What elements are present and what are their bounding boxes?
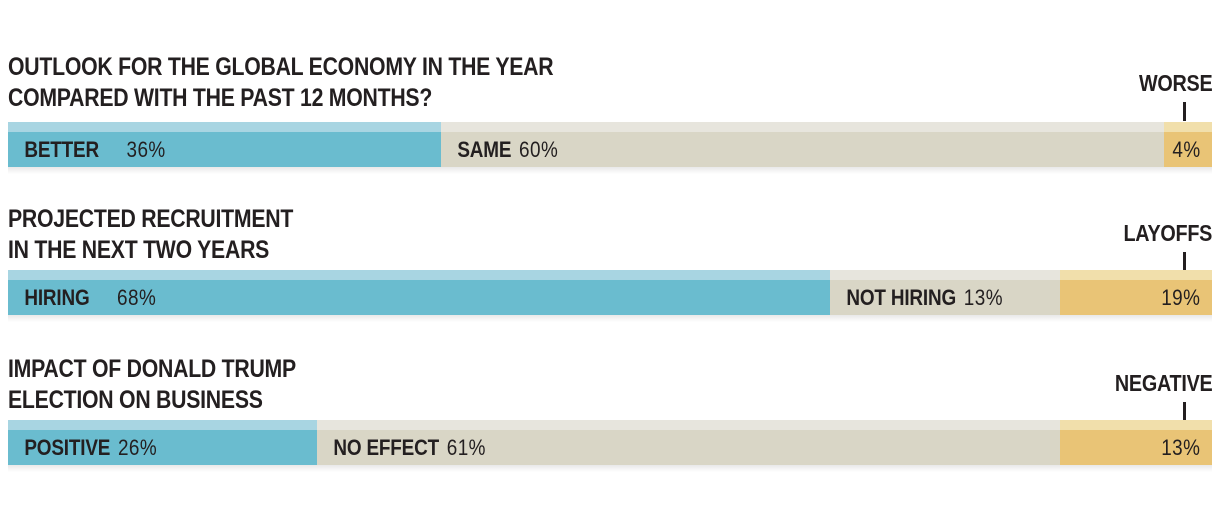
chart2-segment-hiring: HIRING 68% <box>8 270 831 315</box>
segment-value: 13% <box>964 284 1004 310</box>
chart3-segment-positive-text: POSITIVE 26% <box>8 434 158 460</box>
segment-label: NO EFFECT <box>333 434 440 460</box>
segment-value: 13% <box>1161 434 1201 460</box>
chart3-title-line1: IMPACT OF DONALD TRUMP <box>8 355 296 383</box>
chart1-annotation-label: WORSE <box>1138 70 1213 96</box>
chart1-segment-worse: 4% <box>1163 122 1212 167</box>
chart1-title-line1: OUTLOOK FOR THE GLOBAL ECONOMY IN THE YE… <box>8 53 554 81</box>
segment-value: 36% <box>126 136 166 162</box>
chart2-annotation: LAYOFFS <box>1109 222 1212 271</box>
chart3-segment-no-effect: NO EFFECT 61% <box>317 420 1061 465</box>
chart2-segment-not-hiring-text: NOT HIRING 13% <box>830 284 1004 310</box>
segment-label: HIRING <box>24 284 90 310</box>
chart2-segment-layoffs: 19% <box>1060 270 1212 315</box>
chart1-annotation: WORSE <box>1127 72 1212 121</box>
segment-value: 19% <box>1161 284 1201 310</box>
chart1-segment-same: SAME 60% <box>441 122 1164 167</box>
segment-value: 4% <box>1172 136 1201 162</box>
chart2-title-line2: IN THE NEXT TWO YEARS <box>8 236 270 264</box>
segment-value: 61% <box>447 434 487 460</box>
chart2-title-line1: PROJECTED RECRUITMENT <box>8 205 294 233</box>
chart1-segment-better-text: BETTER 36% <box>8 136 166 162</box>
segment-label: SAME <box>457 136 512 162</box>
chart3-annotation: NEGATIVE <box>1099 372 1212 421</box>
chart1-bar: BETTER 36% SAME 60% 4% <box>8 122 1212 174</box>
segment-label: NOT HIRING <box>846 284 957 310</box>
segment-value: 68% <box>117 284 157 310</box>
chart3-annotation-label: NEGATIVE <box>1114 370 1212 396</box>
chart1-title-line2: COMPARED WITH THE PAST 12 MONTHS? <box>8 84 433 112</box>
chart1-segment-worse-text: 4% <box>1172 136 1212 162</box>
chart1-segment-better: BETTER 36% <box>8 122 442 167</box>
chart1-segment-same-text: SAME 60% <box>441 136 559 162</box>
chart3-segment-negative-text: 13% <box>1161 434 1212 460</box>
chart3-segment-no-effect-text: NO EFFECT 61% <box>317 434 487 460</box>
chart2-annotation-label: LAYOFFS <box>1123 220 1212 246</box>
chart3-bar: POSITIVE 26% NO EFFECT 61% 13% <box>8 420 1212 472</box>
chart2-segment-layoffs-text: 19% <box>1161 284 1212 310</box>
segment-value: 26% <box>117 434 158 460</box>
chart2-bar: HIRING 68% NOT HIRING 13% 19% <box>8 270 1212 322</box>
chart2-annotation-tick <box>1183 252 1186 271</box>
chart1-title: OUTLOOK FOR THE GLOBAL ECONOMY IN THE YE… <box>8 52 650 114</box>
chart1-annotation-tick <box>1183 102 1186 121</box>
chart3-title-line2: ELECTION ON BUSINESS <box>8 386 263 414</box>
chart2-segment-not-hiring: NOT HIRING 13% <box>830 270 1061 315</box>
chart3-annotation-tick <box>1183 402 1186 421</box>
chart3-segment-positive: POSITIVE 26% <box>8 420 318 465</box>
segment-value: 60% <box>519 136 559 162</box>
segment-label: POSITIVE <box>24 434 111 460</box>
chart3-segment-negative: 13% <box>1060 420 1212 465</box>
segment-label: BETTER <box>24 136 99 162</box>
chart2-segment-hiring-text: HIRING 68% <box>8 284 157 310</box>
chart2-title: PROJECTED RECRUITMENT IN THE NEXT TWO YE… <box>8 204 343 266</box>
chart3-title: IMPACT OF DONALD TRUMP ELECTION ON BUSIN… <box>8 354 347 416</box>
